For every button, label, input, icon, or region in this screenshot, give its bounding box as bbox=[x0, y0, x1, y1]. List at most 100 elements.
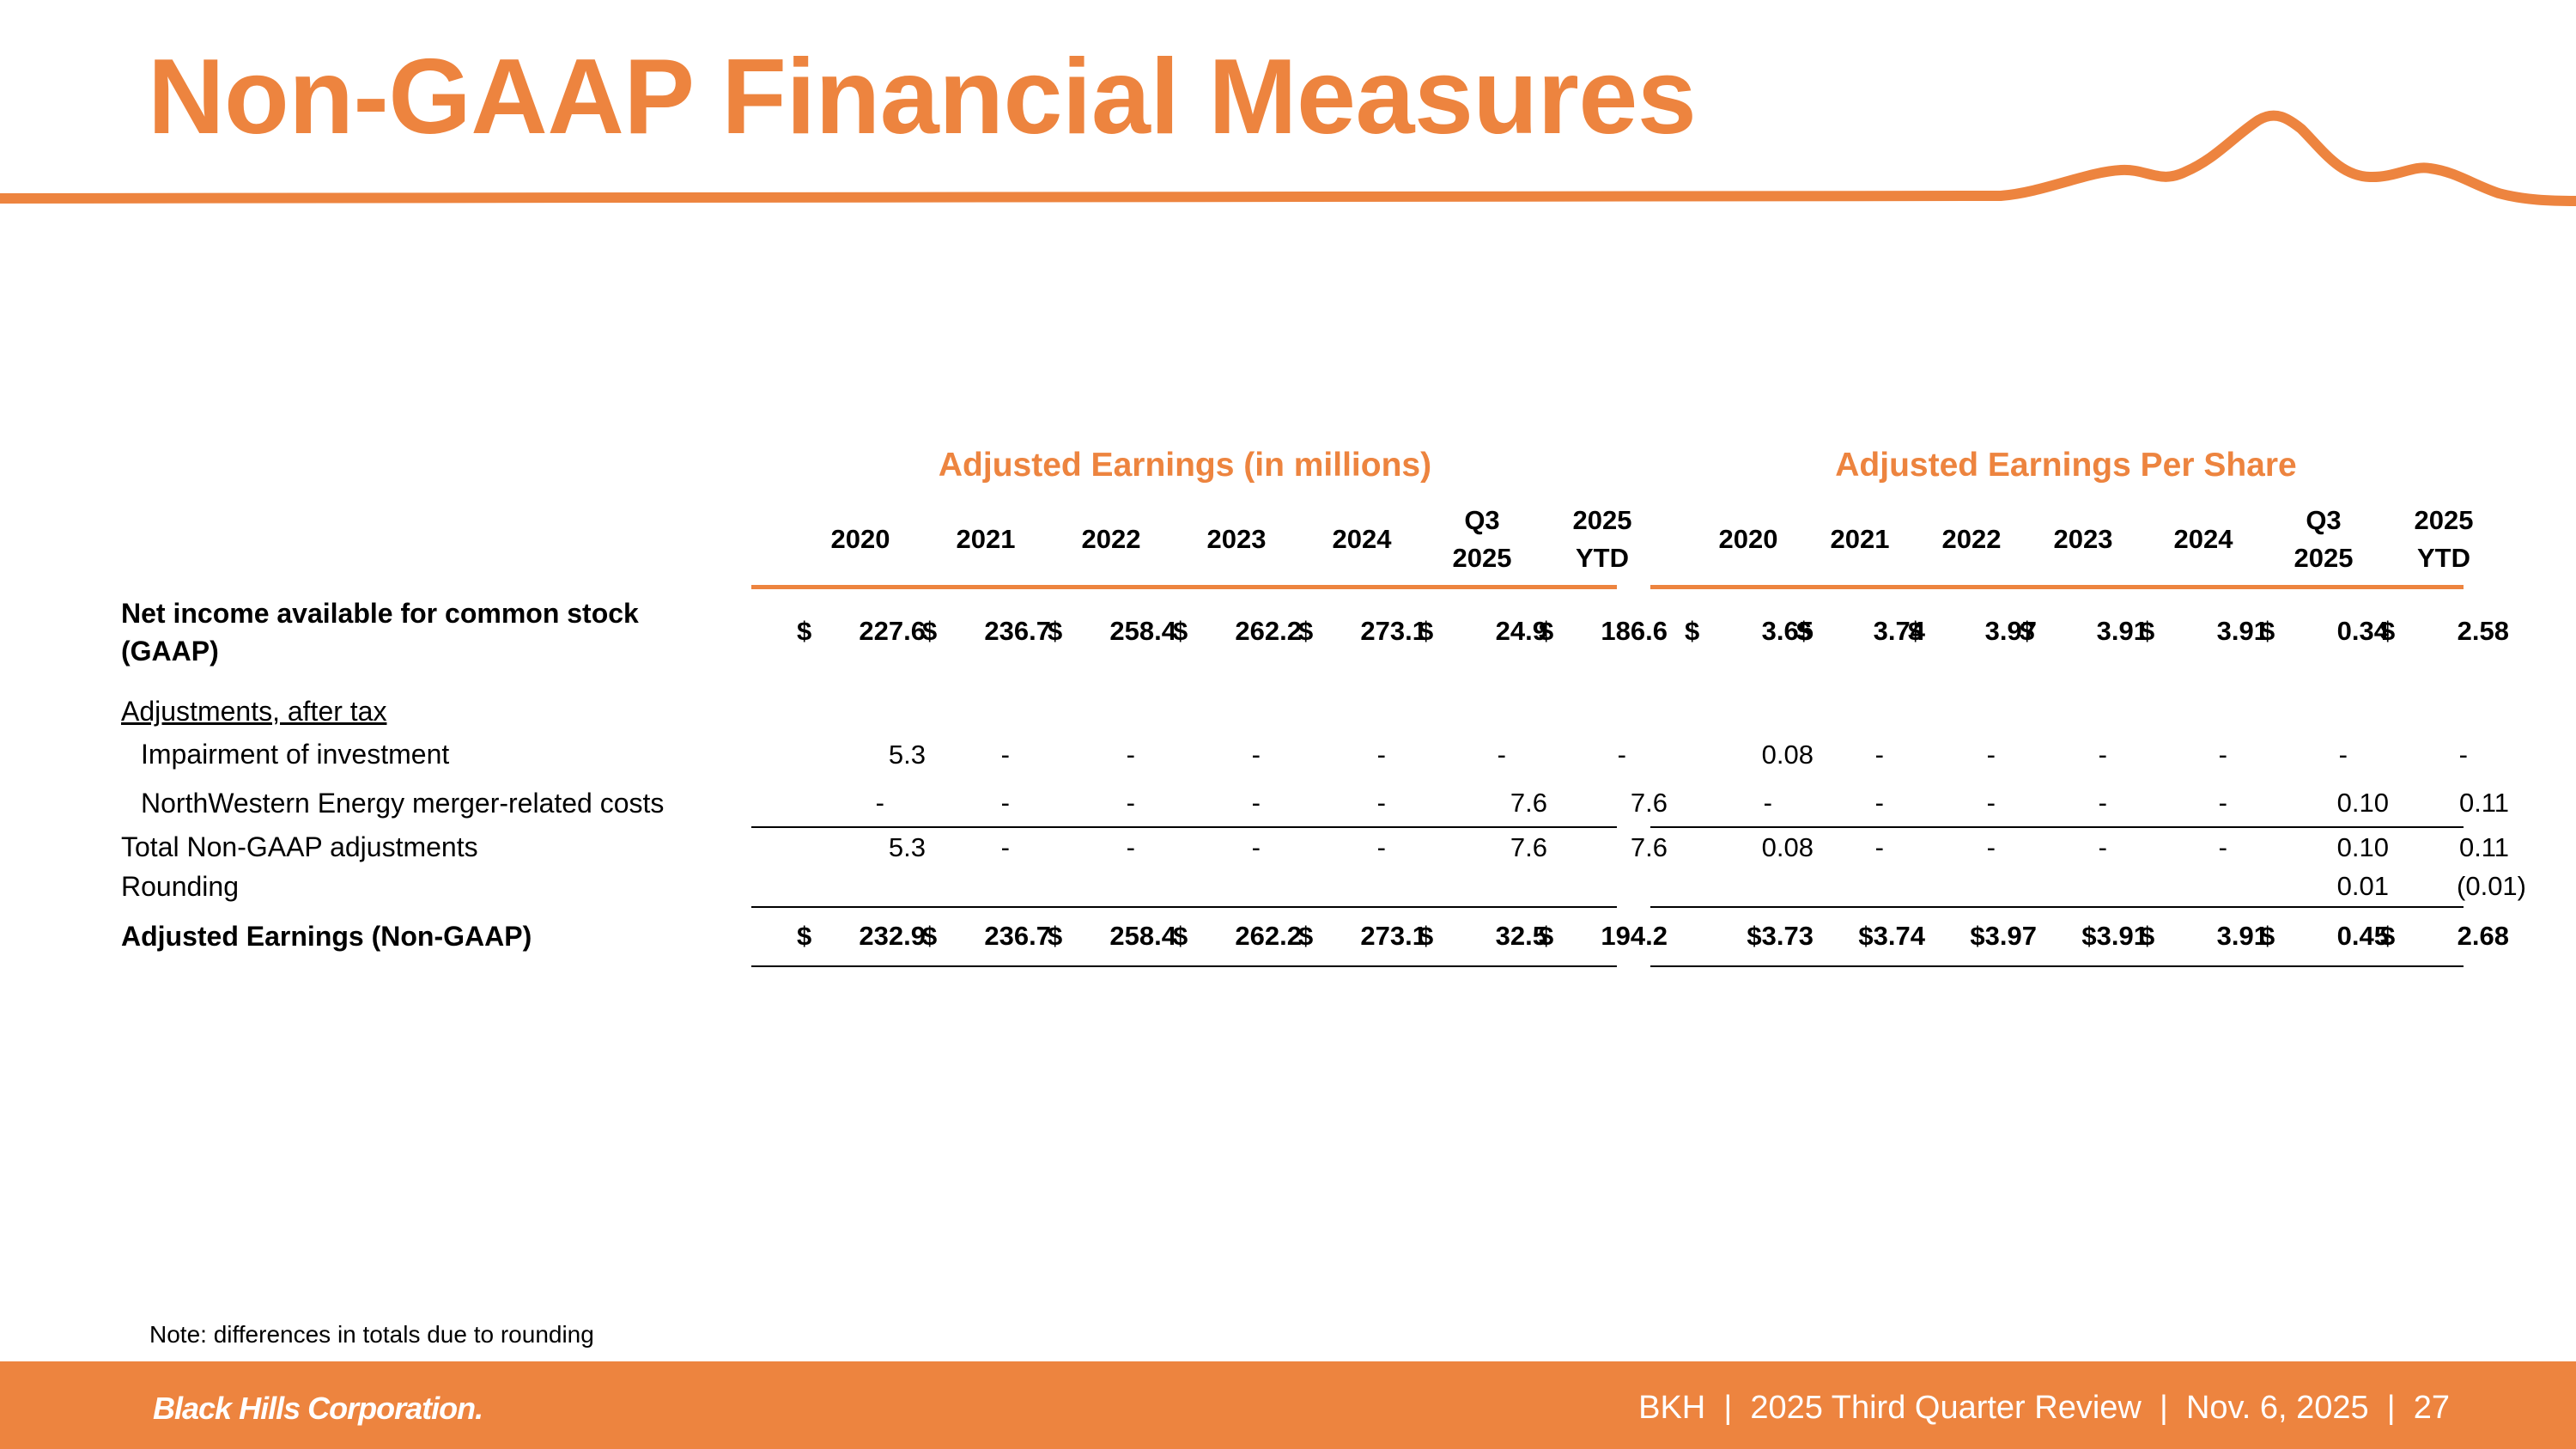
column-header-millions-5-line2: 2025 bbox=[1452, 543, 1512, 573]
total-eps-value-5: 0.10 bbox=[2336, 832, 2389, 862]
footnote: Note: differences in totals due to round… bbox=[149, 1321, 594, 1348]
column-header-millions-1: 2021 bbox=[956, 524, 1016, 554]
adjusted-millions-value-6: 194.2 bbox=[1601, 921, 1668, 951]
adjusted-millions-value-3: 262.2 bbox=[1235, 921, 1302, 951]
column-header-millions-4: 2024 bbox=[1332, 524, 1392, 554]
column-header-eps-1: 2021 bbox=[1830, 524, 1890, 554]
net_income-millions-value-3: 262.2 bbox=[1235, 616, 1302, 646]
rule-bottom-eps bbox=[1650, 965, 2464, 967]
column-header-millions-6-line1: 2025 bbox=[1572, 505, 1632, 535]
merger-eps-value-4: - bbox=[2218, 788, 2227, 818]
net_income-millions-value-5: 24.9 bbox=[1495, 616, 1547, 646]
net_income-millions-currency-6: $ bbox=[1539, 616, 1554, 646]
merger-millions-value-6: 7.6 bbox=[1630, 788, 1668, 818]
rounding-eps-ytd: (0.01) bbox=[2457, 871, 2526, 901]
adjusted-millions-currency-1: $ bbox=[922, 921, 938, 951]
net_income-millions-currency-3: $ bbox=[1173, 616, 1188, 646]
impairment-eps-value-2: - bbox=[1986, 740, 1996, 770]
adjusted-millions-value-5: 32.5 bbox=[1495, 921, 1547, 951]
mountain-line-divider bbox=[0, 110, 2576, 206]
adjusted-eps-value-1: $3.74 bbox=[1858, 921, 1925, 951]
net_income-eps-value-2: 3.97 bbox=[1984, 616, 2037, 646]
section-header-eps: Adjusted Earnings Per Share bbox=[1835, 447, 2297, 484]
merger-millions-value-1: - bbox=[1000, 788, 1010, 818]
total-millions-value-6: 7.6 bbox=[1630, 832, 1668, 862]
merger-eps-value-2: - bbox=[1986, 788, 1996, 818]
column-header-eps-3: 2023 bbox=[2053, 524, 2113, 554]
net_income-eps-currency-0: $ bbox=[1685, 616, 1700, 646]
rule-bottom-millions bbox=[751, 965, 1617, 967]
row-label-net-income: Net income available for common stock bbox=[121, 598, 639, 629]
total-eps-value-4: - bbox=[2218, 832, 2227, 862]
adjusted-millions-currency-4: $ bbox=[1298, 921, 1314, 951]
rule-above-total-millions bbox=[751, 826, 1617, 828]
header-rule-eps bbox=[1650, 585, 2464, 589]
net_income-millions-value-1: 236.7 bbox=[984, 616, 1051, 646]
impairment-eps-value-3: - bbox=[2098, 740, 2107, 770]
impairment-millions-value-2: - bbox=[1126, 740, 1135, 770]
column-header-millions-3: 2023 bbox=[1206, 524, 1267, 554]
column-header-eps-6-line2: YTD bbox=[2417, 543, 2470, 573]
impairment-eps-value-5: - bbox=[2338, 740, 2348, 770]
header-rule-millions bbox=[751, 585, 1617, 589]
net_income-millions-value-6: 186.6 bbox=[1601, 616, 1668, 646]
row-label-merger-costs: NorthWestern Energy merger-related costs bbox=[141, 788, 665, 819]
net_income-eps-value-0: 3.65 bbox=[1761, 616, 1814, 646]
total-millions-value-2: - bbox=[1126, 832, 1135, 862]
adjusted-millions-currency-5: $ bbox=[1419, 921, 1434, 951]
net_income-eps-value-3: 3.91 bbox=[2096, 616, 2148, 646]
column-header-millions-5-line1: Q3 bbox=[1464, 505, 1500, 535]
net_income-eps-currency-5: $ bbox=[2260, 616, 2275, 646]
adjusted-millions-currency-3: $ bbox=[1173, 921, 1188, 951]
adjusted-millions-value-0: 232.9 bbox=[859, 921, 926, 951]
adjusted-eps-value-2: $3.97 bbox=[1970, 921, 2037, 951]
footer-text: BKH | 2025 Third Quarter Review | Nov. 6… bbox=[1638, 1390, 2450, 1426]
total-millions-value-5: 7.6 bbox=[1510, 832, 1547, 862]
adjusted-eps-value-4: 3.91 bbox=[2216, 921, 2269, 951]
row-label-total-adjustments: Total Non-GAAP adjustments bbox=[121, 831, 478, 862]
total-eps-value-6: 0.11 bbox=[2458, 832, 2509, 862]
column-header-eps-4: 2024 bbox=[2173, 524, 2233, 554]
total-millions-value-1: - bbox=[1000, 832, 1010, 862]
adjusted-millions-value-2: 258.4 bbox=[1109, 921, 1176, 951]
net_income-millions-currency-0: $ bbox=[797, 616, 812, 646]
total-eps-value-2: - bbox=[1986, 832, 1996, 862]
impairment-eps-value-6: - bbox=[2458, 740, 2468, 770]
merger-eps-value-1: - bbox=[1874, 788, 1884, 818]
section-header-millions: Adjusted Earnings (in millions) bbox=[938, 447, 1432, 484]
net_income-millions-currency-2: $ bbox=[1048, 616, 1063, 646]
merger-millions-value-4: - bbox=[1376, 788, 1386, 818]
column-header-eps-5-line1: Q3 bbox=[2306, 505, 2342, 535]
net_income-millions-value-4: 273.1 bbox=[1360, 616, 1427, 646]
total-eps-value-0: 0.08 bbox=[1761, 832, 1814, 862]
net_income-eps-value-1: 3.74 bbox=[1873, 616, 1925, 646]
column-header-millions-0: 2020 bbox=[830, 524, 890, 554]
total-millions-value-4: - bbox=[1376, 832, 1386, 862]
impairment-millions-value-1: - bbox=[1000, 740, 1010, 770]
impairment-millions-value-6: - bbox=[1617, 740, 1626, 770]
impairment-eps-value-1: - bbox=[1874, 740, 1884, 770]
column-header-eps-0: 2020 bbox=[1718, 524, 1778, 554]
adjusted-millions-value-1: 236.7 bbox=[984, 921, 1051, 951]
merger-eps-value-3: - bbox=[2098, 788, 2107, 818]
net_income-millions-value-0: 227.6 bbox=[859, 616, 926, 646]
net_income-eps-value-6: 2.58 bbox=[2457, 616, 2509, 646]
net_income-millions-value-2: 258.4 bbox=[1109, 616, 1176, 646]
adjusted-eps-currency-5: $ bbox=[2260, 921, 2275, 951]
net_income-millions-currency-5: $ bbox=[1419, 616, 1434, 646]
rule-above-adjusted-millions bbox=[751, 906, 1617, 908]
net_income-eps-value-4: 3.91 bbox=[2216, 616, 2269, 646]
column-header-eps-2: 2022 bbox=[1941, 524, 2002, 554]
net_income-eps-currency-4: $ bbox=[2140, 616, 2155, 646]
page-title: Non-GAAP Financial Measures bbox=[148, 38, 1697, 156]
net_income-millions-currency-4: $ bbox=[1298, 616, 1314, 646]
column-header-millions-2: 2022 bbox=[1081, 524, 1141, 554]
impairment-millions-value-5: - bbox=[1497, 740, 1506, 770]
company-logo: Black Hills Corporation. bbox=[153, 1391, 483, 1426]
column-header-millions-6-line2: YTD bbox=[1576, 543, 1629, 573]
rule-above-total-eps bbox=[1650, 826, 2464, 828]
row-label-impairment: Impairment of investment bbox=[141, 739, 450, 770]
impairment-millions-value-4: - bbox=[1376, 740, 1386, 770]
net_income-eps-value-5: 0.34 bbox=[2336, 616, 2389, 646]
merger-millions-value-2: - bbox=[1126, 788, 1135, 818]
